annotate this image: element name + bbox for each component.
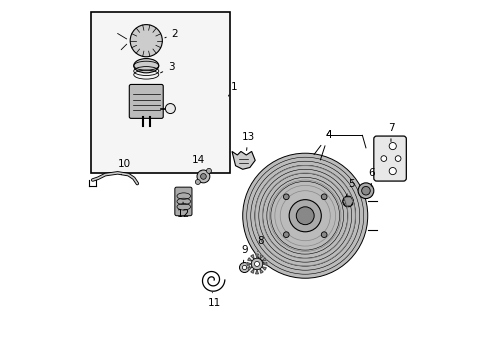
Text: 14: 14 — [191, 156, 204, 171]
Polygon shape — [259, 269, 263, 273]
Circle shape — [251, 258, 262, 270]
FancyBboxPatch shape — [373, 136, 406, 181]
Bar — [91, 12, 230, 173]
Polygon shape — [259, 255, 263, 259]
FancyBboxPatch shape — [129, 85, 163, 118]
Circle shape — [321, 194, 326, 200]
Circle shape — [357, 183, 373, 199]
Circle shape — [283, 194, 288, 200]
Text: 11: 11 — [207, 293, 220, 308]
Polygon shape — [231, 152, 255, 169]
Circle shape — [283, 232, 288, 238]
Ellipse shape — [134, 59, 159, 73]
Polygon shape — [250, 269, 254, 273]
Circle shape — [288, 200, 321, 232]
Text: 3: 3 — [160, 63, 174, 73]
Circle shape — [296, 207, 313, 225]
Circle shape — [254, 261, 259, 266]
Circle shape — [195, 180, 200, 184]
Circle shape — [130, 24, 162, 57]
Polygon shape — [342, 197, 353, 206]
Circle shape — [388, 167, 395, 175]
Text: 9: 9 — [241, 245, 247, 263]
Polygon shape — [247, 267, 251, 270]
Text: 7: 7 — [387, 123, 393, 141]
Circle shape — [239, 262, 249, 273]
Polygon shape — [250, 255, 254, 259]
Text: 4: 4 — [313, 130, 331, 154]
Circle shape — [380, 156, 386, 161]
Text: 8: 8 — [257, 236, 264, 251]
Circle shape — [197, 170, 209, 183]
Polygon shape — [247, 258, 251, 261]
Polygon shape — [262, 262, 266, 265]
Text: 4: 4 — [320, 130, 331, 160]
Polygon shape — [255, 254, 258, 258]
Polygon shape — [262, 258, 266, 261]
Circle shape — [394, 156, 400, 161]
Circle shape — [388, 143, 395, 150]
Circle shape — [321, 232, 326, 238]
Circle shape — [342, 196, 353, 207]
Text: 6: 6 — [367, 168, 374, 186]
Polygon shape — [255, 270, 258, 274]
Text: 12: 12 — [177, 202, 190, 219]
Text: 2: 2 — [164, 28, 178, 39]
Circle shape — [242, 265, 246, 270]
FancyBboxPatch shape — [175, 187, 192, 216]
Circle shape — [200, 174, 206, 179]
Text: 5: 5 — [346, 179, 354, 196]
Circle shape — [165, 104, 175, 113]
Circle shape — [242, 153, 367, 278]
Circle shape — [206, 168, 211, 174]
Polygon shape — [246, 262, 251, 265]
Text: 13: 13 — [241, 132, 254, 150]
Text: 10: 10 — [118, 159, 131, 175]
Polygon shape — [262, 267, 266, 270]
Text: 1: 1 — [228, 82, 237, 96]
Circle shape — [361, 186, 369, 195]
